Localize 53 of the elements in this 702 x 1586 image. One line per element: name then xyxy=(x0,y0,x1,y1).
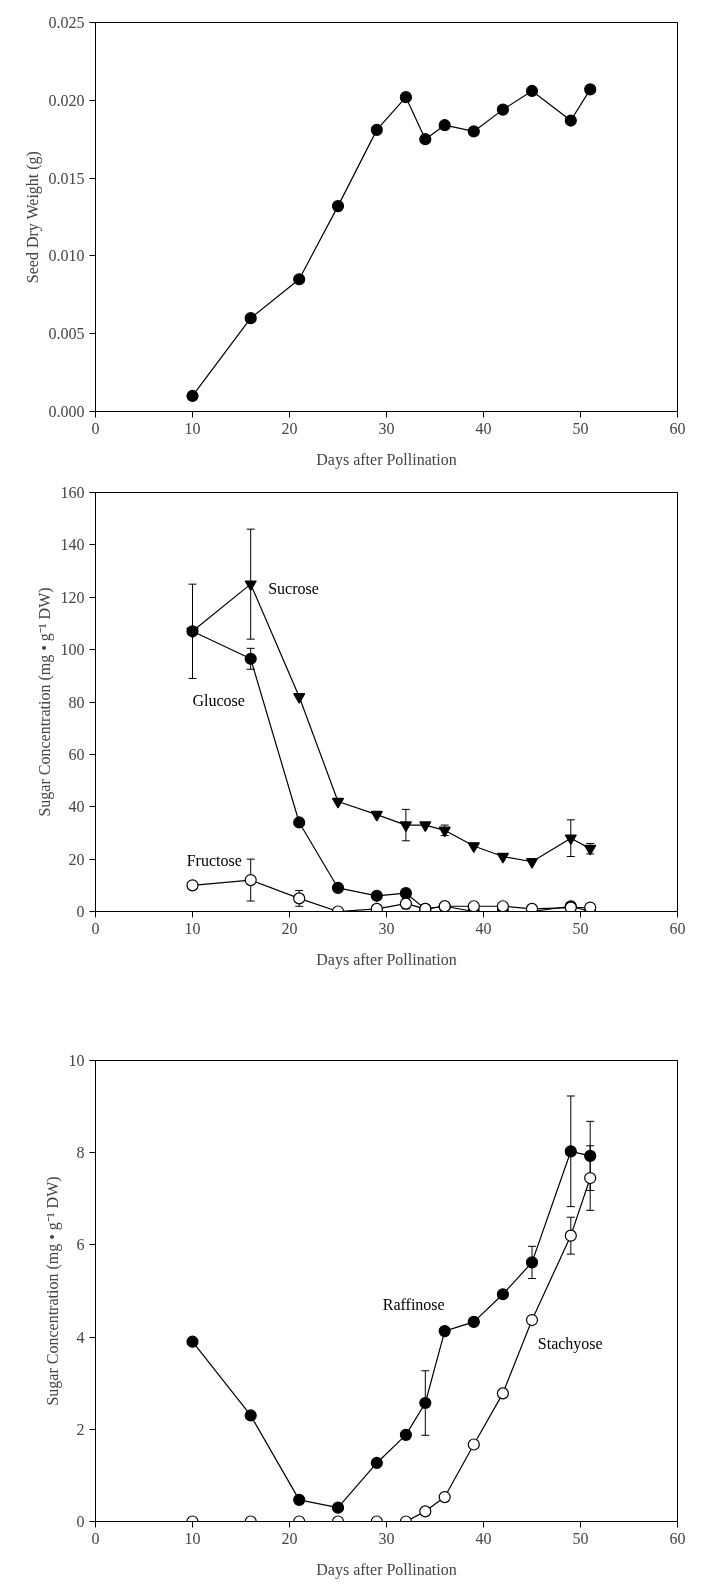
x-tick-label: 0 xyxy=(91,419,100,437)
y-tick-label: 20 xyxy=(68,850,85,868)
y-tick-label: 0.015 xyxy=(48,169,85,187)
x-tick-label: 50 xyxy=(572,419,589,437)
x-tick-label: 30 xyxy=(378,419,395,437)
series-label: Sucrose xyxy=(268,579,319,597)
y-tick-label: 40 xyxy=(68,798,85,816)
y-tick-label: 0.025 xyxy=(48,14,85,31)
y-tick-label: 4 xyxy=(76,1328,85,1346)
y-tick-label: 0.020 xyxy=(48,91,85,109)
x-tick-label: 0 xyxy=(91,919,100,937)
y-axis-title: Seed Dry Weight (g) xyxy=(23,151,42,284)
x-axis-title: Days after Pollination xyxy=(316,450,457,469)
y-tick-label: 160 xyxy=(60,484,85,501)
x-tick-label: 20 xyxy=(281,419,298,437)
x-tick-label: 20 xyxy=(281,919,298,937)
x-tick-label: 10 xyxy=(184,419,201,437)
series-label: Fructose xyxy=(186,851,242,869)
x-axis-title: Days after Pollination xyxy=(316,1560,457,1579)
y-tick-label: 0 xyxy=(76,1513,85,1530)
y-tick-label: 10 xyxy=(68,1052,85,1069)
x-tick-label: 60 xyxy=(669,1529,686,1547)
x-tick-label: 40 xyxy=(475,1529,492,1547)
y-tick-label: 2 xyxy=(76,1420,85,1438)
y-tick-label: 60 xyxy=(68,745,85,763)
x-tick-label: 0 xyxy=(91,1529,100,1547)
y-axis-title: Sugar Concentration (mg • g⁻¹ DW) xyxy=(43,1176,62,1406)
y-tick-label: 0 xyxy=(76,903,85,920)
x-tick-label: 20 xyxy=(281,1529,298,1547)
y-tick-label: 0.000 xyxy=(48,403,85,420)
x-tick-label: 40 xyxy=(475,419,492,437)
y-tick-label: 80 xyxy=(68,693,85,711)
y-tick-label: 6 xyxy=(76,1236,85,1254)
x-tick-label: 30 xyxy=(378,919,395,937)
y-tick-label: 140 xyxy=(60,536,85,554)
series-label: Raffinose xyxy=(382,1295,445,1313)
x-tick-label: 40 xyxy=(475,919,492,937)
y-tick-label: 0.010 xyxy=(48,247,85,265)
x-tick-label: 60 xyxy=(669,419,686,437)
series-label: Stachyose xyxy=(537,1335,603,1354)
x-tick-label: 10 xyxy=(184,1529,201,1547)
y-tick-label: 120 xyxy=(60,588,85,606)
x-tick-label: 50 xyxy=(572,1529,589,1547)
x-tick-label: 50 xyxy=(572,919,589,937)
y-tick-label: 8 xyxy=(76,1144,85,1162)
x-tick-label: 10 xyxy=(184,919,201,937)
y-axis-title: Sugar Concentration (mg • g⁻¹ DW) xyxy=(35,587,54,817)
y-tick-label: 0.005 xyxy=(48,325,85,343)
x-tick-label: 60 xyxy=(669,919,686,937)
x-tick-label: 30 xyxy=(378,1529,395,1547)
series-label: Glucose xyxy=(192,692,245,710)
x-axis-title: Days after Pollination xyxy=(316,950,457,969)
y-tick-label: 100 xyxy=(60,641,85,659)
